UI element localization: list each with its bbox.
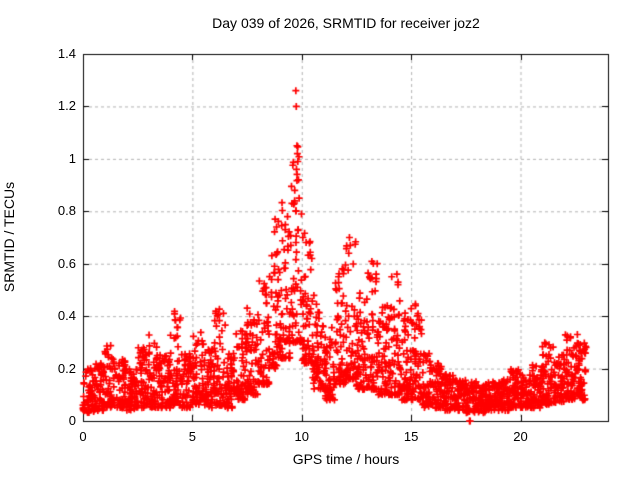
y-tick-label: 0.6 [57,255,76,271]
y-tick-label: 0 [68,413,76,428]
x-tick-label: 15 [403,429,419,444]
x-tick-label: 20 [513,429,528,444]
x-tick-label: 5 [188,429,196,444]
chart-title: Day 039 of 2026, SRMTID for receiver joz… [212,15,480,31]
y-tick-label: 1.4 [57,46,76,61]
y-tick-label: 0.8 [57,203,76,219]
y-tick-label: 0.2 [57,360,76,376]
x-tick-label: 0 [79,429,87,444]
y-axis-label-text: SRMTID / TECUs [1,181,17,293]
y-tick-label: 1.2 [57,98,76,114]
y-tick-label: 0.4 [57,308,76,324]
x-axis-label: GPS time / hours [292,451,400,467]
x-tick-label: 10 [294,429,309,444]
y-tick-label: 1 [68,150,76,166]
